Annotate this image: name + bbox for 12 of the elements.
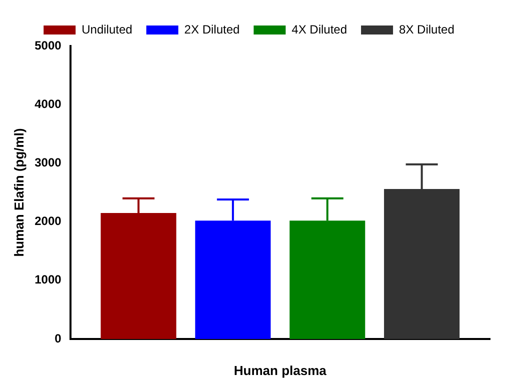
legend-label: 4X Diluted xyxy=(292,22,348,36)
y-tick-label: 2000 xyxy=(34,214,62,228)
legend-label: 2X Diluted xyxy=(184,22,240,36)
y-tick-label: 5000 xyxy=(34,38,62,52)
y-axis-title: human Elafin (pg/ml) xyxy=(11,128,26,257)
legend-label: 8X Diluted xyxy=(399,22,454,36)
y-tick-label: 1000 xyxy=(34,272,62,287)
y-tick-label: 0 xyxy=(54,331,62,346)
x-axis-title: Human plasma xyxy=(234,362,328,378)
y-tick-label: 4000 xyxy=(34,96,62,111)
legend-label: Undiluted xyxy=(82,22,132,36)
y-tick-label: 3000 xyxy=(34,156,62,170)
